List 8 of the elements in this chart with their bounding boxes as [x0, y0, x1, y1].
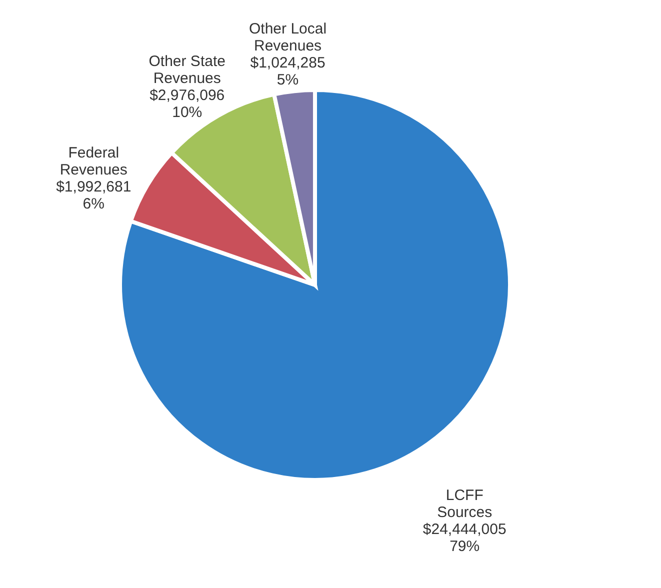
slice-label: Other State Revenues — [148, 52, 226, 87]
data-label: $1,024,285 5% — [250, 54, 326, 88]
data-label: $24,444,005 79% — [422, 521, 506, 556]
slice-label: Federal Revenues — [60, 144, 128, 179]
data-label: $1,992,681 6% — [56, 178, 132, 213]
slice-label: LCFF Sources — [437, 487, 492, 522]
data-label: $2,976,096 10% — [150, 86, 225, 121]
slice-label: Other Local Revenues — [249, 20, 327, 54]
